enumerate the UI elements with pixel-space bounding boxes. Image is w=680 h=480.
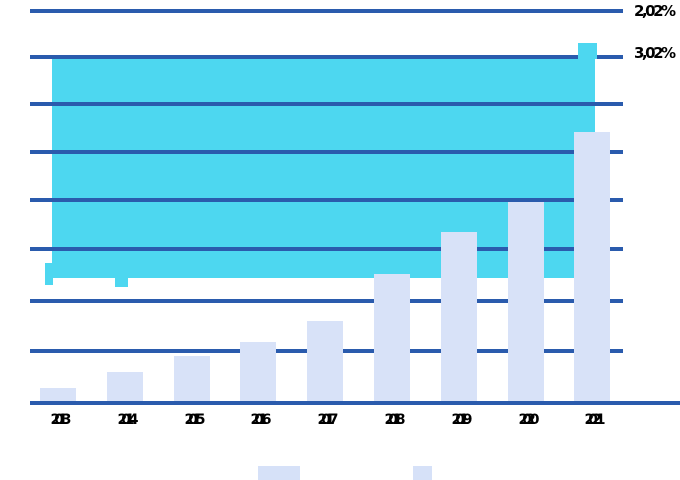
- bar-2017: [307, 321, 343, 401]
- area-band-left-step: [45, 263, 53, 285]
- bar-2013: [40, 388, 76, 401]
- gridline-6: [30, 299, 623, 303]
- gridline-1: [30, 55, 623, 59]
- legend-marker-square: [578, 43, 597, 59]
- area-band-bottom-tab: [115, 278, 128, 287]
- x-tick-label-2017: 2017: [317, 412, 339, 428]
- bar-2019: [441, 232, 477, 401]
- gridline-2: [30, 102, 623, 106]
- bar-2018: [374, 274, 410, 401]
- x-tick-label-2018: 2018: [384, 412, 406, 428]
- right-axis-label-top: 2,02%: [634, 2, 676, 20]
- bar-2020: [508, 202, 544, 401]
- x-tick-label-2015: 2015: [184, 412, 206, 428]
- area-band-main: [52, 59, 595, 278]
- bar-2014: [107, 372, 143, 401]
- x-tick-label-2020: 2020: [518, 412, 540, 428]
- gridline-3: [30, 150, 623, 154]
- bar-2015: [174, 356, 210, 401]
- x-tick-label-2016: 2016: [250, 412, 272, 428]
- gridline-0: [30, 9, 623, 13]
- gridline-5: [30, 247, 623, 251]
- x-axis-line: [30, 401, 680, 405]
- bottom-legend-swatch-1: [413, 466, 432, 480]
- x-tick-label-2021: 2021: [584, 412, 606, 428]
- x-tick-label-2013: 2013: [50, 412, 72, 428]
- bottom-legend-swatch-0: [258, 466, 300, 480]
- gridline-4: [30, 198, 623, 202]
- x-tick-label-2014: 2014: [117, 412, 139, 428]
- bar-2021: [574, 132, 610, 401]
- right-axis-label-bottom: 3,02%: [634, 44, 676, 62]
- bar-2016: [240, 342, 276, 401]
- x-tick-label-2019: 2019: [451, 412, 473, 428]
